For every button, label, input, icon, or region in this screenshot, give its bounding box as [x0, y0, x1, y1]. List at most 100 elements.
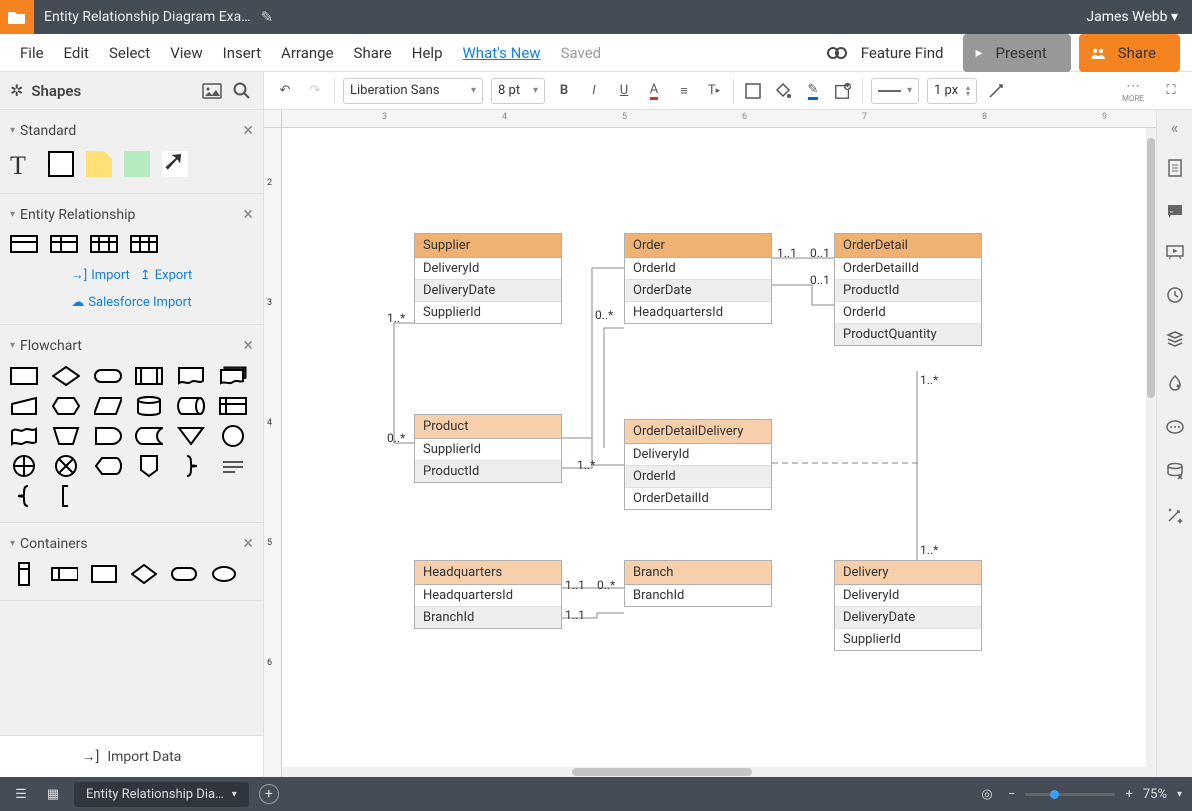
fc-multidoc[interactable]	[219, 366, 247, 386]
entity-order[interactable]: OrderOrderIdOrderDateHeadquartersId	[624, 233, 772, 324]
shape-icon[interactable]	[742, 80, 764, 102]
shape-rect[interactable]	[48, 151, 74, 177]
shape-arrow[interactable]: ➚	[162, 151, 188, 177]
close-icon[interactable]: ×	[243, 335, 253, 356]
search-icon[interactable]	[231, 80, 253, 102]
panel-containers-header[interactable]: ▾Containers×	[10, 531, 253, 556]
er-shape-4[interactable]	[130, 235, 158, 253]
entity-branch[interactable]: BranchBranchId	[624, 560, 772, 607]
entity-product[interactable]: ProductSupplierIdProductId	[414, 414, 562, 483]
line-options-icon[interactable]	[985, 80, 1007, 102]
image-icon[interactable]	[201, 80, 223, 102]
text-options-icon[interactable]: T▸	[703, 80, 725, 102]
er-shape-2[interactable]	[50, 235, 78, 253]
fc-offpage[interactable]	[135, 456, 163, 476]
share-button[interactable]: Share	[1079, 34, 1180, 72]
chat-icon[interactable]	[1166, 420, 1184, 440]
er-shape-1[interactable]	[10, 235, 38, 253]
redo-icon[interactable]: ↷	[304, 80, 326, 102]
entity-orderdetail[interactable]: OrderDetailOrderDetailIdProductIdOrderId…	[834, 233, 982, 346]
menu-view[interactable]: View	[162, 40, 210, 66]
panel-er-header[interactable]: ▾Entity Relationship×	[10, 202, 253, 227]
fc-note[interactable]	[219, 456, 247, 476]
underline-icon[interactable]: U	[613, 80, 635, 102]
fc-database[interactable]	[135, 396, 163, 416]
menu-file[interactable]: File	[12, 40, 52, 66]
close-icon[interactable]: ×	[243, 120, 253, 141]
entity-supplier[interactable]: SupplierDeliveryIdDeliveryDateSupplierId	[414, 233, 562, 324]
fc-bracket[interactable]	[52, 486, 80, 506]
menu-insert[interactable]: Insert	[215, 40, 269, 66]
shape-text[interactable]: T	[10, 151, 36, 177]
canvas[interactable]: SupplierDeliveryIdDeliveryDateSupplierId…	[282, 128, 1156, 777]
fc-manualinput[interactable]	[10, 396, 38, 416]
fc-papertape[interactable]	[10, 426, 38, 446]
panel-flowchart-header[interactable]: ▾Flowchart×	[10, 333, 253, 358]
fc-process[interactable]	[10, 366, 38, 386]
fc-sum[interactable]	[52, 456, 80, 476]
shape-block[interactable]	[124, 151, 150, 177]
menu-share[interactable]: Share	[346, 40, 400, 66]
data-icon[interactable]	[1166, 462, 1184, 484]
line-width-select[interactable]: 1 px▴▾	[927, 78, 977, 104]
container-5[interactable]	[170, 564, 198, 584]
panel-standard-header[interactable]: ▾Standard×	[10, 118, 253, 143]
scrollbar-vertical[interactable]	[1146, 128, 1156, 767]
border-color-icon[interactable]: ✎	[802, 80, 824, 102]
user-menu[interactable]: James Webb ▾	[1086, 9, 1192, 25]
fontsize-select[interactable]: 8 pt▾	[491, 78, 545, 104]
present-button[interactable]: ▸ Present	[963, 34, 1070, 72]
fc-data[interactable]	[94, 396, 122, 416]
close-icon[interactable]: ×	[243, 533, 253, 554]
present-icon[interactable]	[1166, 244, 1184, 264]
italic-icon[interactable]: I	[583, 80, 605, 102]
container-6[interactable]	[210, 564, 238, 584]
fc-manualop[interactable]	[52, 426, 80, 446]
undo-icon[interactable]: ↶	[274, 80, 296, 102]
edit-title-icon[interactable]: ✎	[261, 8, 274, 26]
close-icon[interactable]: ×	[243, 204, 253, 225]
list-view-icon[interactable]: ☰	[10, 783, 32, 805]
target-icon[interactable]: ◎	[976, 783, 998, 805]
fc-directdata[interactable]	[177, 396, 205, 416]
layers-icon[interactable]	[1166, 330, 1184, 352]
folder-icon[interactable]	[0, 0, 34, 34]
import-data-button[interactable]: →] Import Data	[0, 735, 263, 777]
menu-arrange[interactable]: Arrange	[273, 40, 341, 66]
fc-display[interactable]	[94, 456, 122, 476]
document-title[interactable]: Entity Relationship Diagram Exa…	[34, 9, 261, 25]
fc-or[interactable]	[10, 456, 38, 476]
text-color-icon[interactable]: A	[643, 80, 665, 102]
history-icon[interactable]	[1166, 286, 1184, 308]
zoom-slider[interactable]	[1025, 793, 1115, 796]
fill-icon[interactable]	[772, 80, 794, 102]
line-style-select[interactable]: ▾	[871, 78, 919, 104]
er-salesforce[interactable]: ☁ Salesforce Import	[71, 295, 191, 310]
menu-whatsnew[interactable]: What's New	[455, 40, 549, 66]
fc-connector[interactable]	[219, 426, 247, 446]
gear-icon[interactable]: ✲	[10, 81, 23, 100]
zoom-out[interactable]: −	[1008, 787, 1015, 802]
scrollbar-horizontal[interactable]	[282, 767, 1156, 777]
align-icon[interactable]: ≡	[673, 80, 695, 102]
fc-preparation[interactable]	[52, 396, 80, 416]
magic-icon[interactable]	[1166, 506, 1184, 528]
fc-merge[interactable]	[177, 426, 205, 446]
entity-odd[interactable]: OrderDetailDeliveryDeliveryIdOrderIdOrde…	[624, 419, 772, 510]
paint-icon[interactable]	[1167, 374, 1183, 398]
feature-find[interactable]: Feature Find	[827, 40, 956, 66]
grid-view-icon[interactable]: ▦	[42, 783, 64, 805]
container-1[interactable]	[10, 564, 38, 584]
er-import[interactable]: →] Import	[71, 267, 130, 283]
fullscreen-icon[interactable]: ⛶	[1160, 80, 1182, 102]
fc-storeddata[interactable]	[135, 426, 163, 446]
shape-note[interactable]	[86, 151, 112, 177]
add-page-button[interactable]: +	[259, 784, 279, 804]
page-tab[interactable]: Entity Relationship Dia… ▾	[74, 782, 249, 807]
fc-internalstorage[interactable]	[219, 396, 247, 416]
entity-delivery[interactable]: DeliveryDeliveryIdDeliveryDateSupplierId	[834, 560, 982, 651]
fc-brace-l[interactable]	[10, 486, 38, 506]
entity-hq[interactable]: HeadquartersHeadquartersIdBranchId	[414, 560, 562, 629]
zoom-value[interactable]: 75%	[1143, 787, 1167, 802]
fc-predef[interactable]	[135, 366, 163, 386]
